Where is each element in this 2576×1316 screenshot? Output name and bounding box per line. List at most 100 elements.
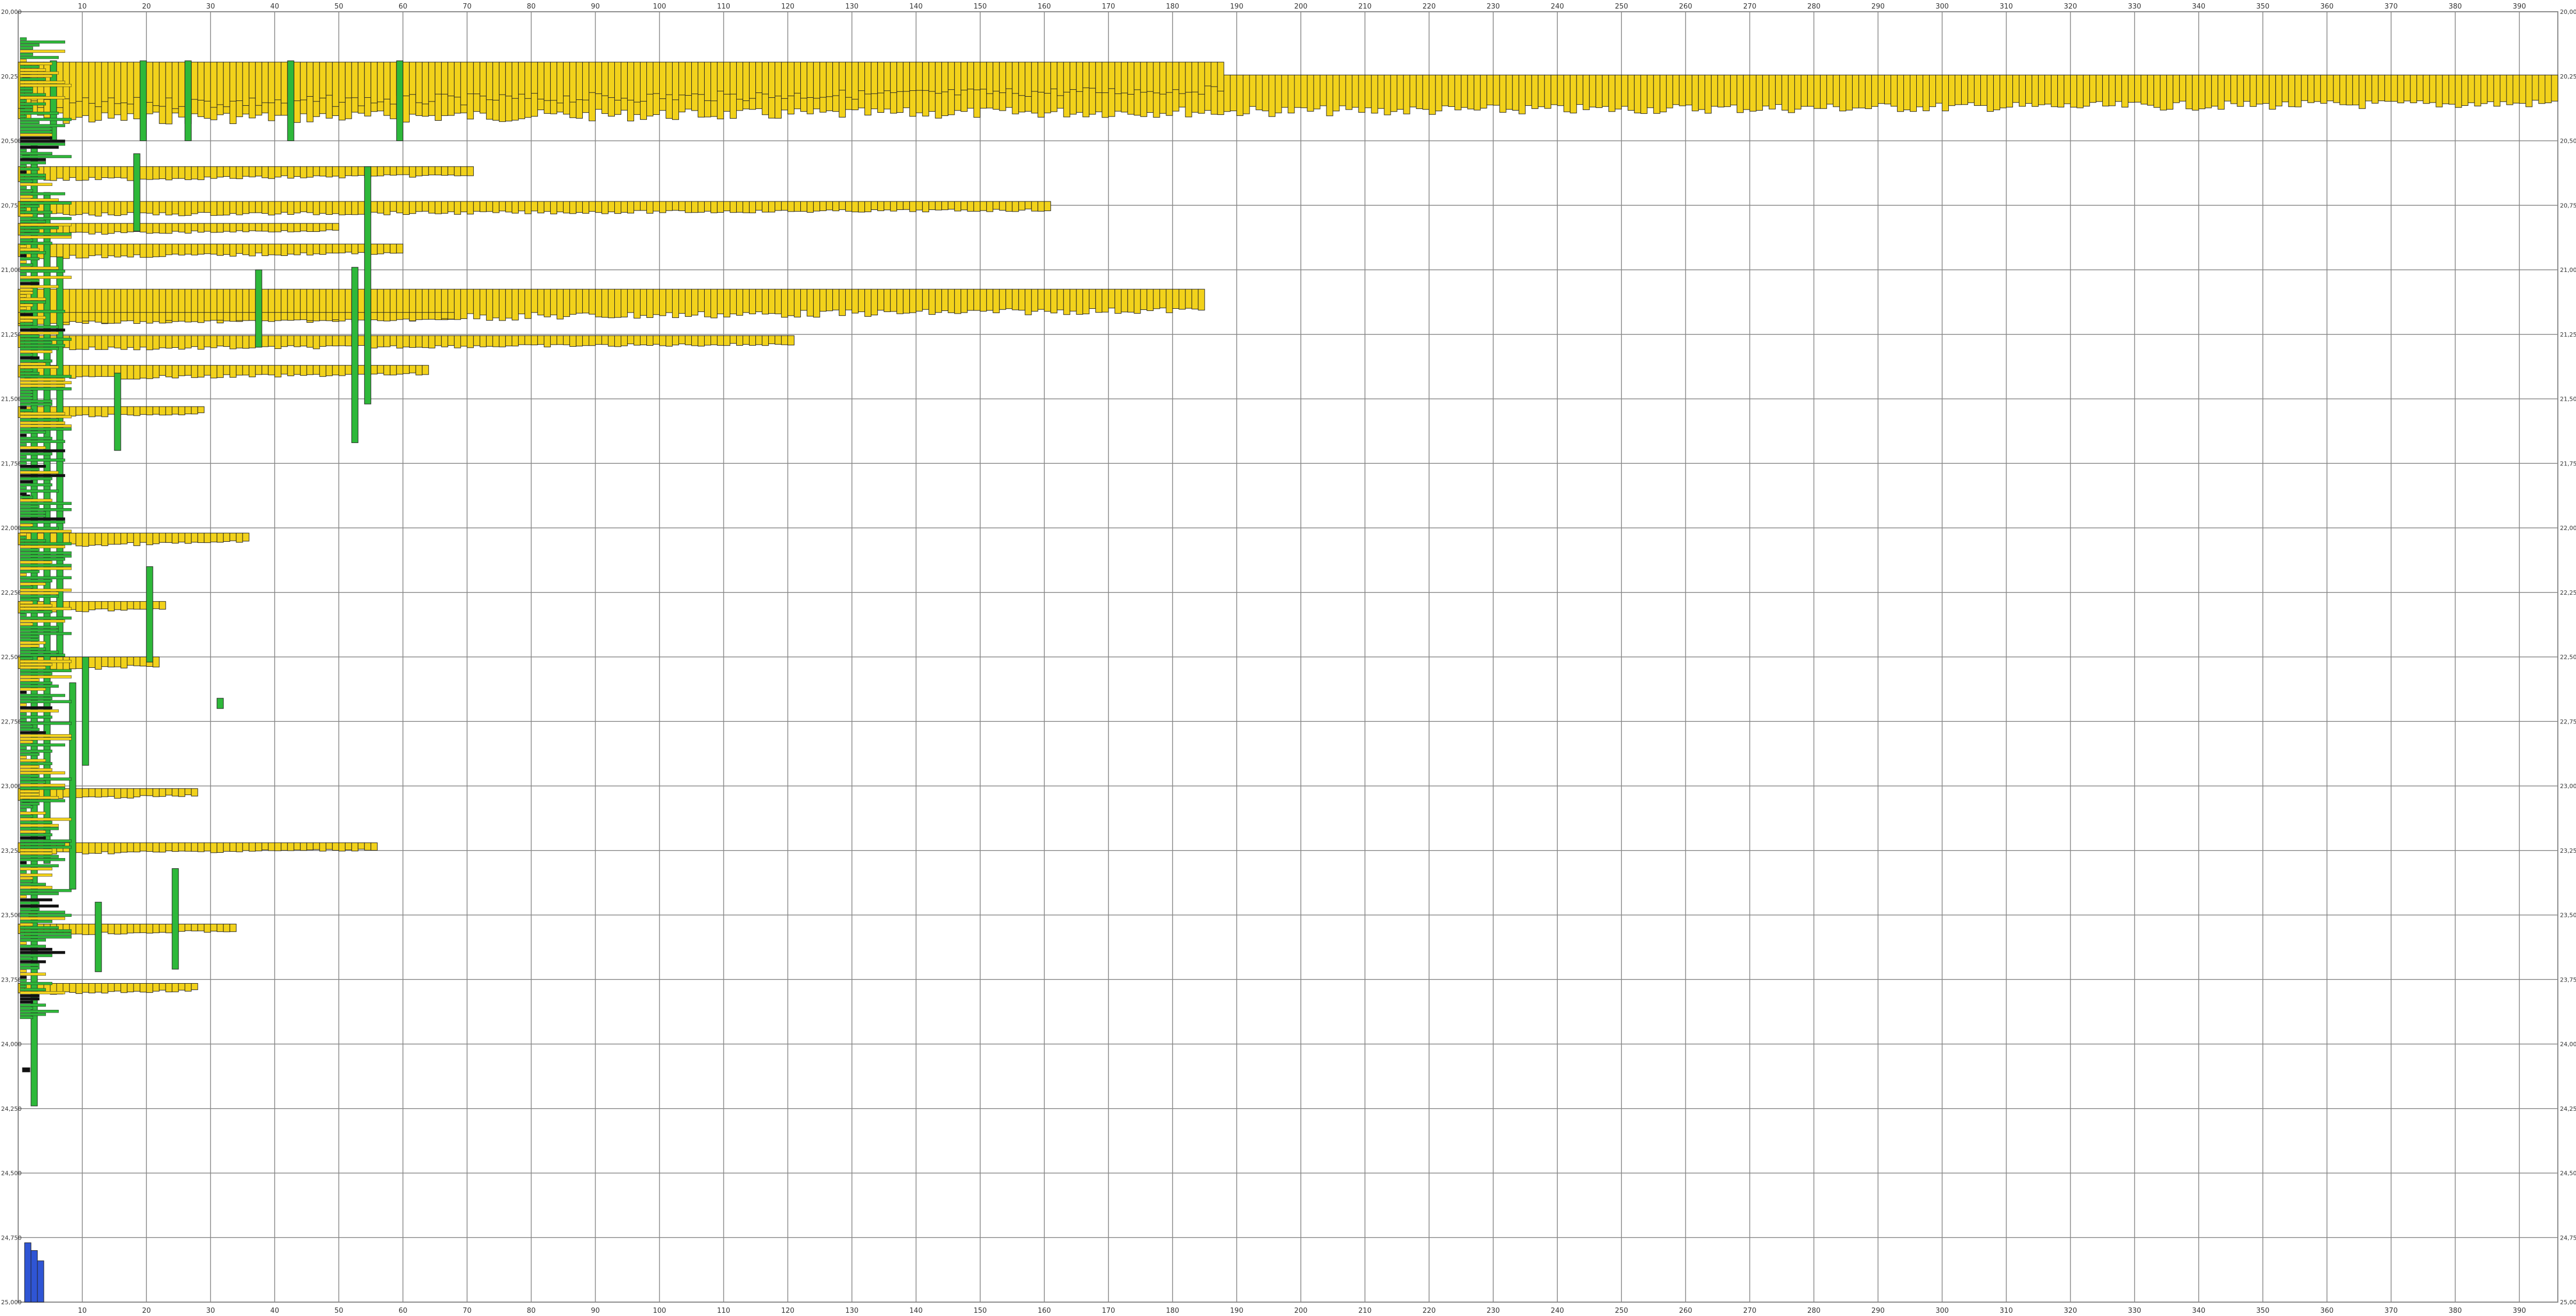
edge-bar: [20, 824, 59, 827]
edge-bar: [20, 821, 52, 824]
depth-bar: [2153, 74, 2161, 108]
depth-bar: [2000, 74, 2007, 108]
depth-bar: [95, 244, 102, 255]
depth-bar: [197, 244, 205, 255]
depth-bar: [95, 61, 102, 107]
depth-bar: [133, 365, 140, 380]
depth-bar: [204, 312, 211, 322]
depth-bar: [210, 166, 217, 179]
edge-bar: [20, 814, 33, 818]
depth-bar: [242, 244, 249, 255]
depth-bar: [210, 61, 217, 108]
depth-bar: [306, 61, 314, 97]
edge-bar: [20, 669, 72, 672]
x-tick-label: 10: [78, 1307, 87, 1313]
edge-bar: [20, 378, 65, 381]
depth-bar: [1493, 74, 1500, 106]
edge-bar: [20, 564, 72, 567]
depth-bar: [152, 61, 160, 106]
depth-bar: [2320, 74, 2328, 104]
depth-bar: [69, 983, 76, 993]
depth-bar: [95, 601, 102, 610]
edge-bar: [20, 632, 72, 635]
depth-bar: [807, 61, 814, 98]
depth-bar: [146, 365, 153, 379]
depth-bar: [325, 365, 333, 376]
depth-bar: [498, 289, 506, 321]
depth-bar: [1134, 61, 1141, 90]
x-tick-label: 100: [653, 3, 666, 11]
depth-bar: [2487, 74, 2494, 102]
y-tick-label: 23,750: [2560, 976, 2576, 983]
edge-bar: [20, 910, 65, 914]
depth-bar: [486, 289, 493, 321]
depth-bar: [133, 335, 140, 351]
depth-bar: [114, 223, 121, 232]
depth-bar: [2442, 74, 2449, 104]
depth-bar: [107, 923, 115, 935]
depth-bar: [69, 312, 76, 322]
depth-bar: [133, 533, 140, 546]
depth-bar: [370, 201, 378, 213]
depth-bar: [1486, 74, 1494, 105]
depth-bar: [1127, 289, 1135, 313]
edge-bar: [20, 799, 65, 803]
edge-bar: [20, 963, 40, 967]
depth-bar: [345, 365, 352, 375]
depth-bar: [325, 244, 333, 254]
depth-bar: [191, 312, 198, 322]
depth-bar: [338, 201, 346, 215]
depth-bar: [826, 289, 833, 312]
depth-bar: [595, 335, 602, 345]
depth-bar: [896, 201, 904, 210]
depth-bar: [2429, 74, 2437, 103]
depth-bar: [2288, 74, 2296, 107]
depth-bar: [261, 201, 269, 214]
edge-bar: [20, 771, 65, 775]
depth-bar: [114, 312, 121, 324]
depth-bar: [402, 201, 410, 215]
depth-bar: [775, 61, 782, 97]
depth-bar: [492, 335, 499, 347]
edge-bar: [20, 279, 40, 282]
edge-bar: [20, 486, 27, 489]
depth-bar: [152, 365, 160, 378]
depth-bar: [2064, 74, 2071, 104]
depth-bar: [1768, 74, 1776, 110]
edge-bar: [20, 238, 33, 242]
depth-bar: [184, 983, 192, 992]
edge-bar: [20, 1000, 33, 1004]
depth-bar: [807, 201, 814, 213]
depth-bar: [1730, 74, 1737, 106]
depth-bar: [639, 289, 647, 316]
depth-bar: [204, 365, 211, 376]
depth-bar: [800, 201, 808, 212]
depth-bar: [601, 201, 608, 214]
depth-bar: [563, 61, 570, 97]
depth-bar: [82, 923, 89, 935]
depth-bar: [197, 406, 205, 414]
edge-bar: [20, 118, 72, 121]
depth-bar: [871, 61, 878, 94]
depth-bar: [601, 289, 608, 318]
depth-bar: [1050, 61, 1058, 89]
depth-bar: [107, 983, 115, 992]
depth-bar: [255, 365, 262, 375]
edge-bar: [20, 53, 33, 56]
edge-bar: [20, 37, 27, 41]
edge-bar: [20, 548, 40, 551]
depth-bar: [2134, 74, 2142, 103]
depth-bar: [1942, 74, 1949, 112]
edge-bar: [20, 356, 40, 360]
depth-bar: [332, 365, 339, 376]
depth-bar: [819, 201, 827, 211]
depth-bar: [993, 61, 1000, 92]
y-tick-label: 21,250: [2560, 331, 2576, 338]
depth-bar: [1095, 289, 1103, 313]
depth-bar: [75, 983, 83, 994]
depth-bar: [755, 289, 763, 313]
x-tick-label: 370: [2384, 1307, 2398, 1313]
depth-bar: [82, 788, 89, 798]
edge-bar: [20, 941, 27, 945]
y-tick-label: 20,000: [1, 9, 22, 15]
